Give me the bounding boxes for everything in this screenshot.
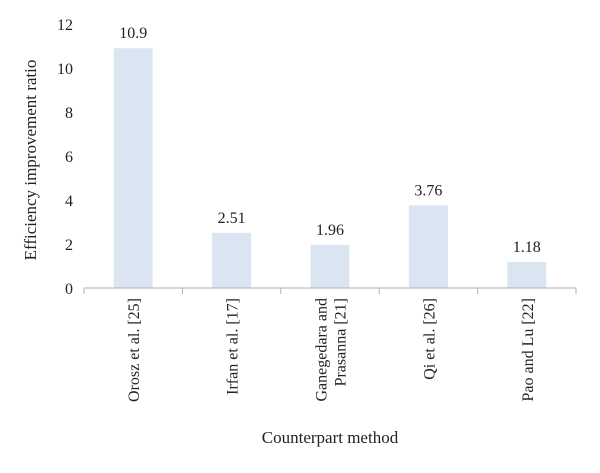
bar-value-label: 1.18 xyxy=(513,239,541,256)
bar xyxy=(310,244,350,288)
bar-value-label: 1.96 xyxy=(316,222,344,239)
y-tick-label: 12 xyxy=(57,17,73,34)
x-tick-label: Ganegedara and Prasanna [21] xyxy=(314,298,350,402)
bars xyxy=(113,48,547,289)
x-tick-label-line: Orosz et al. [25] xyxy=(126,298,143,402)
y-axis-title: Efficiency improvement ratio xyxy=(21,60,40,261)
bar-value-label: 2.51 xyxy=(218,210,246,227)
x-tick-label: Qi et al. [26] xyxy=(421,298,438,380)
y-tick-label: 10 xyxy=(57,61,73,78)
x-tick-label-line: Prasanna [21] xyxy=(333,298,350,386)
bar-value-label: 3.76 xyxy=(414,182,442,199)
bar xyxy=(507,262,547,288)
x-axis-title: Counterpart method xyxy=(262,428,399,447)
bar-value-label: 10.9 xyxy=(119,25,147,42)
y-tick-label: 8 xyxy=(65,105,73,122)
x-tick-label: Irfan et al. [17] xyxy=(225,298,242,395)
y-tick-label: 0 xyxy=(65,281,73,298)
value-labels: 10.9 2.51 1.96 3.76 1.18 xyxy=(119,25,541,256)
bar xyxy=(408,205,448,288)
x-axis-ticks xyxy=(83,288,577,294)
x-tick-label-line: Qi et al. [26] xyxy=(421,298,438,380)
y-tick-label: 6 xyxy=(65,149,73,166)
y-tick-label: 4 xyxy=(65,193,73,210)
x-tick-label: Orosz et al. [25] xyxy=(126,298,143,402)
x-tick-label-line: Irfan et al. [17] xyxy=(225,298,242,395)
x-tick-label: Pao and Lu [22] xyxy=(520,298,537,402)
x-tick-label-line: Ganegedara and xyxy=(314,298,331,402)
x-axis-tick-labels: Orosz et al. [25] Irfan et al. [17] Ganege… xyxy=(126,298,537,402)
x-tick-label-line: Pao and Lu [22] xyxy=(520,298,537,402)
bar xyxy=(113,48,153,289)
y-axis-ticks: 0 2 4 6 8 10 12 xyxy=(57,17,73,298)
bar xyxy=(212,232,252,288)
y-tick-label: 2 xyxy=(65,237,73,254)
